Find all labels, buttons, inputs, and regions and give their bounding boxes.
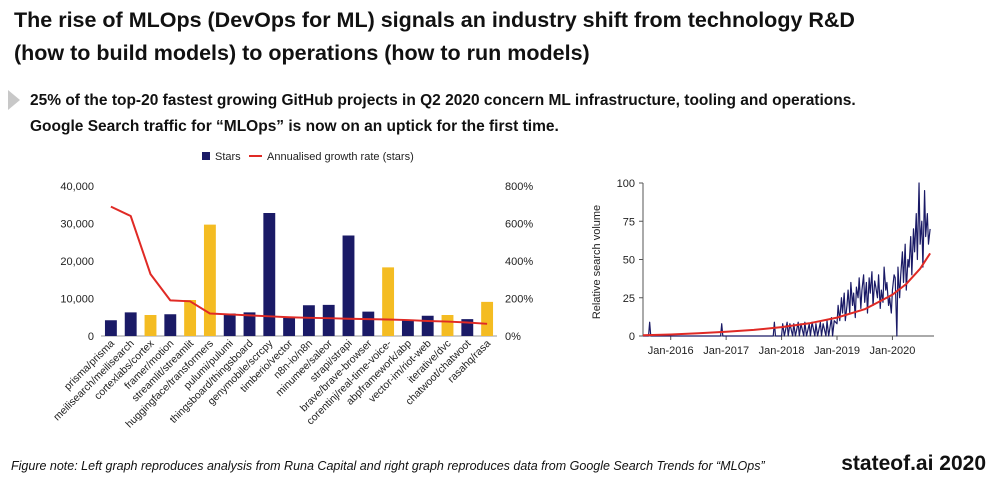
stars-bar xyxy=(223,313,236,336)
right-y-tick-label: 800% xyxy=(505,181,533,193)
stars-bar xyxy=(184,300,197,336)
stars-bar xyxy=(362,311,375,336)
stars-bar xyxy=(263,213,276,336)
stars-bar xyxy=(144,315,157,336)
chart-legend: Stars Annualised growth rate (stars) xyxy=(202,151,414,163)
legend-stars-label: Stars xyxy=(215,151,241,163)
legend-growth-label: Annualised growth rate (stars) xyxy=(267,151,414,163)
stars-bar xyxy=(481,301,494,336)
key-point-line-2: Google Search traffic for “MLOps” is now… xyxy=(30,118,559,135)
y-tick-label: 100 xyxy=(617,178,635,190)
right-y-tick-label: 0% xyxy=(505,331,521,343)
key-point-line-1: 25% of the top-20 fastest growing GitHub… xyxy=(30,92,856,109)
stars-bar xyxy=(461,319,474,336)
growth-line xyxy=(110,205,488,325)
title-line-1: The rise of MLOps (DevOps for ML) signal… xyxy=(14,8,855,32)
left-y-tick-label: 30,000 xyxy=(60,219,94,231)
stars-bar xyxy=(164,314,177,336)
figure-note: Figure note: Left graph reproduces analy… xyxy=(11,459,765,473)
stars-bar xyxy=(421,315,434,336)
key-point-text: 25% of the top-20 fastest growing GitHub… xyxy=(30,88,998,140)
brand-label: stateof.ai 2020 xyxy=(841,452,986,475)
left-y-tick-label: 0 xyxy=(88,331,94,343)
stars-bar xyxy=(243,312,256,336)
search-trend-chart: 0 25 50 75 100 Jan-2016 Jan-2017 Jan-2018 Jan-20… xyxy=(591,178,934,357)
x-tick-label: Jan-2019 xyxy=(814,345,860,357)
stars-bar xyxy=(203,224,216,336)
x-tick-label: Jan-2020 xyxy=(869,345,915,357)
triangle-bullet-icon xyxy=(8,90,20,110)
stars-bar xyxy=(382,267,395,336)
github-stars-chart: Stars Annualised growth rate (stars) 0 10,0… xyxy=(51,151,533,430)
slide-title: The rise of MLOps (DevOps for ML) signal… xyxy=(14,4,989,70)
y-tick-label: 25 xyxy=(623,293,635,305)
x-tick-label: Jan-2018 xyxy=(759,345,805,357)
stars-bar xyxy=(302,305,315,336)
stars-bar xyxy=(104,320,117,336)
right-y-tick-label: 400% xyxy=(505,256,533,268)
x-tick-label: Jan-2017 xyxy=(703,345,749,357)
stars-bar xyxy=(124,312,137,336)
stars-bar xyxy=(441,315,454,336)
y-tick-label: 50 xyxy=(623,255,635,267)
left-y-tick-label: 10,000 xyxy=(60,294,94,306)
stars-bar xyxy=(401,320,414,336)
trend-line xyxy=(642,252,931,337)
stars-bar xyxy=(322,304,335,336)
legend-stars-swatch xyxy=(202,152,210,160)
x-tick-label: Jan-2016 xyxy=(648,345,694,357)
stars-bar xyxy=(342,235,355,336)
y-tick-label: 0 xyxy=(629,331,635,343)
left-y-tick-label: 20,000 xyxy=(60,256,94,268)
search-volume-line xyxy=(643,182,931,337)
stars-bar xyxy=(283,318,296,336)
right-y-tick-label: 600% xyxy=(505,219,533,231)
y-tick-label: 75 xyxy=(623,216,635,228)
y-axis-label: Relative search volume xyxy=(591,205,603,319)
left-y-tick-label: 40,000 xyxy=(60,181,94,193)
title-line-2: (how to build models) to operations (how… xyxy=(14,41,590,65)
right-y-tick-label: 200% xyxy=(505,294,533,306)
